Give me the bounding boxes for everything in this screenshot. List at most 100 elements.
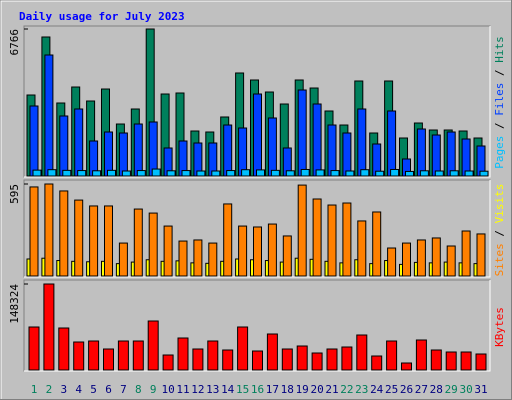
bar <box>163 225 173 277</box>
chart-title: Daily usage for July 2023 <box>19 10 185 23</box>
x-tick-label: 18 <box>281 383 294 396</box>
bar <box>386 340 398 371</box>
bar <box>148 121 158 177</box>
bar <box>256 169 265 177</box>
bar <box>281 348 293 371</box>
bar <box>88 340 100 371</box>
bar <box>476 233 486 277</box>
y-tick-label: 595 <box>8 184 21 204</box>
x-tick-label: 14 <box>221 383 235 396</box>
bar <box>43 283 55 371</box>
x-tick-label: 22 <box>340 383 353 396</box>
bar <box>151 168 161 177</box>
bar <box>207 340 219 371</box>
bar <box>196 170 206 177</box>
bar <box>300 168 310 177</box>
bar <box>47 169 57 177</box>
bar <box>237 326 249 371</box>
x-tick-label: 19 <box>296 383 309 396</box>
bar <box>446 245 456 277</box>
bar <box>133 123 143 177</box>
bar <box>178 240 188 277</box>
x-tick-label: 8 <box>135 383 142 396</box>
x-tick-label: 17 <box>266 383 279 396</box>
bar <box>342 202 352 277</box>
legend-entry: Hits <box>493 36 506 63</box>
bar <box>297 184 307 277</box>
bar <box>357 108 367 177</box>
bar <box>445 351 457 371</box>
bar <box>461 230 471 277</box>
bar <box>44 54 54 177</box>
bar <box>117 340 129 371</box>
bar <box>330 170 340 177</box>
bar <box>252 350 263 371</box>
legend-entry: Visits <box>493 184 506 224</box>
bar <box>226 170 236 177</box>
x-tick-label: 28 <box>430 383 443 396</box>
bar <box>345 170 355 177</box>
bar <box>375 170 385 177</box>
bar <box>371 355 383 371</box>
bar <box>401 362 412 371</box>
x-tick-label: 30 <box>459 383 472 396</box>
bar <box>266 333 278 371</box>
bar <box>327 204 337 277</box>
bar <box>104 131 113 177</box>
legend: Sites / Visits <box>493 184 506 277</box>
bar <box>148 212 158 277</box>
x-tick-label: 27 <box>415 383 428 396</box>
bar <box>357 220 367 277</box>
bar <box>29 186 39 277</box>
bar <box>238 127 248 177</box>
bar <box>222 349 234 371</box>
bar <box>241 169 251 177</box>
bar <box>28 326 40 371</box>
panel-bevel <box>24 180 491 278</box>
bar <box>390 168 400 177</box>
bar <box>104 205 113 277</box>
bar <box>103 348 114 371</box>
bar <box>296 345 308 371</box>
bar <box>58 327 70 371</box>
bar <box>238 225 248 277</box>
bar <box>223 124 233 177</box>
bar <box>267 117 277 177</box>
bar <box>460 351 472 371</box>
bar <box>405 170 414 177</box>
bar <box>387 110 397 177</box>
x-tick-label: 10 <box>161 383 174 396</box>
legend: Pages / Files / Hits <box>493 36 506 169</box>
x-tick-label: 21 <box>325 383 338 396</box>
bar <box>181 170 191 177</box>
bar <box>416 128 426 177</box>
bar <box>192 348 204 371</box>
bar <box>147 320 159 371</box>
bar <box>136 170 146 177</box>
bar <box>415 339 427 371</box>
bar <box>431 134 441 177</box>
x-tick-label: 12 <box>191 383 204 396</box>
x-tick-label: 20 <box>310 383 323 396</box>
bar <box>223 203 233 277</box>
bar <box>430 349 442 371</box>
legend-separator: / <box>493 223 506 243</box>
bar <box>107 169 116 177</box>
x-tick-label: 16 <box>251 383 264 396</box>
bar <box>77 170 87 177</box>
bar <box>312 198 322 277</box>
legend-entry: Sites <box>493 243 506 276</box>
bar <box>372 211 382 277</box>
bar <box>419 170 429 177</box>
panel-bevel <box>24 280 491 372</box>
x-tick-label: 29 <box>445 383 458 396</box>
bar <box>434 170 444 177</box>
x-tick-label: 4 <box>75 383 82 396</box>
bar <box>208 242 218 277</box>
x-tick-label: 7 <box>120 383 127 396</box>
bar <box>360 169 370 177</box>
x-tick-label: 3 <box>60 383 67 396</box>
bar <box>73 341 85 371</box>
